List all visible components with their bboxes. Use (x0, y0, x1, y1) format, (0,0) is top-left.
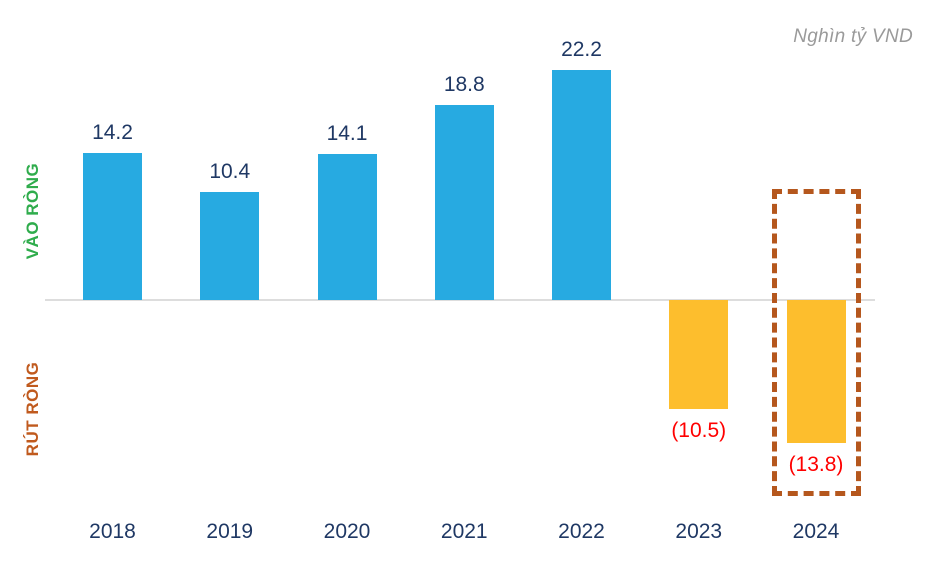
value-label-2018: 14.2 (92, 120, 133, 144)
value-label-2022: 22.2 (561, 38, 602, 61)
bar-2021 (434, 105, 494, 300)
bar-2020 (317, 153, 377, 300)
bar-2023 (669, 300, 729, 409)
x-tick-2023: 2023 (675, 520, 723, 543)
value-label-2024: (13.8) (788, 452, 844, 476)
unit-label: Nghìn tỷ VND (793, 26, 913, 47)
value-label-2023: (10.5) (671, 418, 727, 442)
value-label-2019: 10.4 (209, 160, 251, 184)
x-axis-baseline (45, 299, 875, 301)
value-label-2021: 18.8 (443, 73, 485, 97)
x-tick-2020: 2020 (323, 520, 371, 543)
x-tick-2021: 2021 (440, 520, 488, 543)
x-tick-2022: 2022 (558, 520, 605, 543)
y-axis-region-label-outflow: RÚT RÒNG (23, 361, 42, 457)
bar-2019 (200, 192, 260, 300)
highlight-box-2024 (771, 189, 861, 496)
bar-2024 (786, 300, 846, 443)
bar-2018 (83, 152, 142, 300)
x-tick-2019: 2019 (206, 520, 254, 543)
x-tick-2024: 2024 (792, 520, 840, 543)
bar-2022 (552, 70, 611, 300)
value-label-2020: 14.1 (326, 121, 368, 145)
y-axis-region-label-inflow: VÀO RÒNG (23, 162, 42, 260)
x-tick-2018: 2018 (89, 520, 136, 543)
